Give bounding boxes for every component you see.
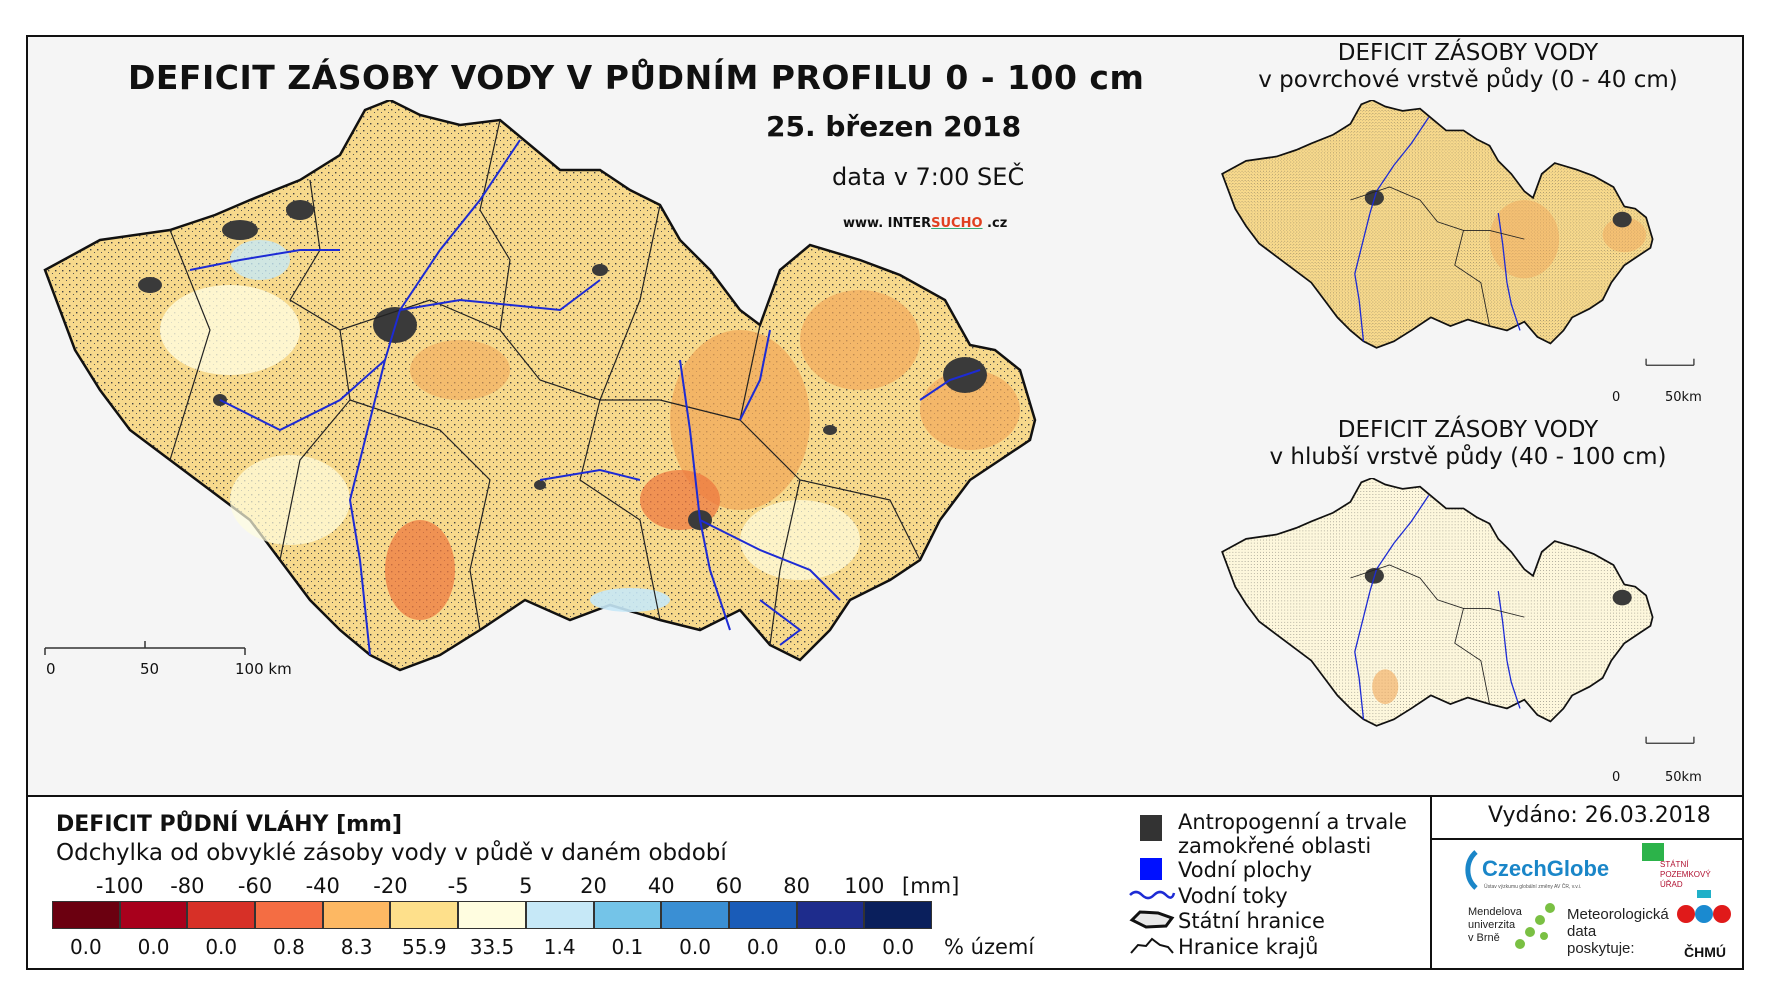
legend-tick-label: -60 [237, 874, 273, 898]
legend-color-4 [322, 901, 391, 929]
legend-divider [1430, 795, 1432, 970]
inset-bottom-title-line1: DEFICIT ZÁSOBY VODY [1337, 417, 1599, 443]
legend-tick-label: 5 [519, 874, 533, 898]
inset-bottom-map [1221, 478, 1695, 744]
legend-percentage: 33.5 [469, 935, 515, 959]
legend-color-11 [796, 901, 865, 929]
legend-percentage: 0.0 [679, 935, 711, 959]
issued-date: Vydáno: 26.03.2018 [1488, 803, 1711, 828]
legend-percentage: 0.0 [882, 935, 915, 959]
legend-water-bodies: Vodní plochy [1178, 858, 1313, 882]
main-map-date: 25. březen 2018 [766, 110, 1022, 143]
legend-percentage: 0.0 [137, 935, 170, 959]
spu-logo-mark [1642, 843, 1664, 861]
main-scale-label-50: 50 [140, 660, 160, 678]
state-border-icon [1129, 910, 1175, 929]
legend-color-0 [52, 901, 120, 929]
legend-color-12 [864, 901, 932, 929]
legend-color-5 [390, 901, 459, 929]
legend-percentage: 8.3 [340, 935, 373, 959]
mendelu-logo: Mendelova univerzita v Brně [1468, 906, 1522, 944]
inset-bottom-scale-0: 0 [1612, 770, 1621, 785]
inset-bottom-scale-50: 50km [1665, 770, 1702, 785]
legend-tick-label: -80 [170, 874, 205, 898]
deficit-patches [160, 240, 1020, 620]
legend-tick-label: -100 [95, 874, 144, 898]
legend-tick-label: -40 [305, 874, 340, 898]
region-borders [169, 119, 921, 646]
legend-tick-label: 40 [647, 874, 675, 898]
legend-color-1 [119, 901, 188, 929]
legend-subtitle: Odchylka od obvyklé zásoby vody v půdě v… [56, 840, 727, 866]
legend-anthropogenic-2: zamokřené oblasti [1178, 834, 1372, 858]
website-link[interactable]: www. INTERSUCHO .cz [843, 216, 1008, 231]
legend-percentage: 0.0 [814, 935, 847, 959]
legend-unit: [mm] [902, 874, 960, 898]
legend-color-2 [187, 901, 256, 929]
inset-bottom-title-line2: v hlubší vrstvě půdy (40 - 100 cm) [1269, 444, 1667, 470]
legend-percentage: 0.8 [273, 935, 305, 959]
water-body-icon [1140, 858, 1162, 880]
inset-top-title-line2: v povrchové vrstvě půdy (0 - 40 cm) [1258, 67, 1678, 93]
legend-colorbar [52, 901, 932, 929]
legend-color-8 [593, 901, 662, 929]
river-line-icon [1129, 890, 1176, 900]
spu-logo: STÁTNÍ POZEMKOVÝ ÚŘAD [1660, 860, 1711, 889]
inset-top-scale-50: 50km [1665, 390, 1702, 405]
chmu-logo-text: ČHMÚ [1684, 944, 1726, 960]
legend-color-7 [525, 901, 594, 929]
legend-percentage: 55.9 [402, 935, 447, 959]
legend-percentage: 0.0 [746, 935, 779, 959]
inset-top-map [1221, 100, 1695, 366]
inset-top-scale-0: 0 [1612, 390, 1621, 405]
main-map [43, 100, 1037, 672]
legend-color-6 [458, 901, 526, 929]
legend-color-9 [661, 901, 729, 929]
legend-color-10 [728, 901, 797, 929]
legend-percentage: 1.4 [543, 935, 576, 959]
legend-tick-label: -20 [373, 874, 408, 898]
legend-percentage: 0.0 [69, 935, 102, 959]
legend-percent-unit: % území [944, 935, 1035, 959]
legend-title: DEFICIT PŮDNÍ VLÁHY [mm] [56, 812, 403, 837]
legend-tick-label: 80 [783, 874, 810, 898]
legend-water-courses: Vodní toky [1178, 884, 1288, 908]
region-border-icon [1130, 937, 1174, 954]
main-scale-label-0: 0 [46, 660, 56, 678]
chmu-logo-icon [1677, 890, 1731, 923]
rivers [189, 139, 981, 656]
main-scale-label-100: 100 km [235, 660, 292, 678]
inset-top-title-line1: DEFICIT ZÁSOBY VODY [1337, 40, 1599, 66]
legend-tick-label: -5 [447, 874, 469, 898]
legend-tick-label: 20 [580, 874, 607, 898]
legend-tick-label: 100 [844, 874, 885, 898]
legend-panel [26, 795, 1744, 970]
czechglobe-logo: CzechGlobe Ústav výzkumu globální změny … [1462, 848, 1612, 893]
anthropogenic-area-icon [1140, 815, 1162, 841]
legend-anthropogenic: Antropogenní a trvale [1178, 810, 1407, 834]
legend-region-border: Hranice krajů [1178, 935, 1319, 959]
main-map-title: DEFICIT ZÁSOBY VODY V PŮDNÍM PROFILU 0 -… [128, 58, 1145, 97]
legend-percentage: 0.1 [611, 935, 644, 959]
met-data-text: Meteorologická data poskytuje: [1567, 906, 1669, 957]
legend-divider-h [1430, 838, 1744, 840]
main-map-time: data v 7:00 SEČ [832, 163, 1025, 191]
main-scale-bar [44, 641, 246, 655]
mendelu-dots-icon [1515, 903, 1555, 949]
legend-color-3 [255, 901, 323, 929]
legend-tick-label: 60 [715, 874, 743, 898]
legend-percentage: 0.0 [205, 935, 238, 959]
legend-state-border: Státní hranice [1178, 909, 1325, 933]
